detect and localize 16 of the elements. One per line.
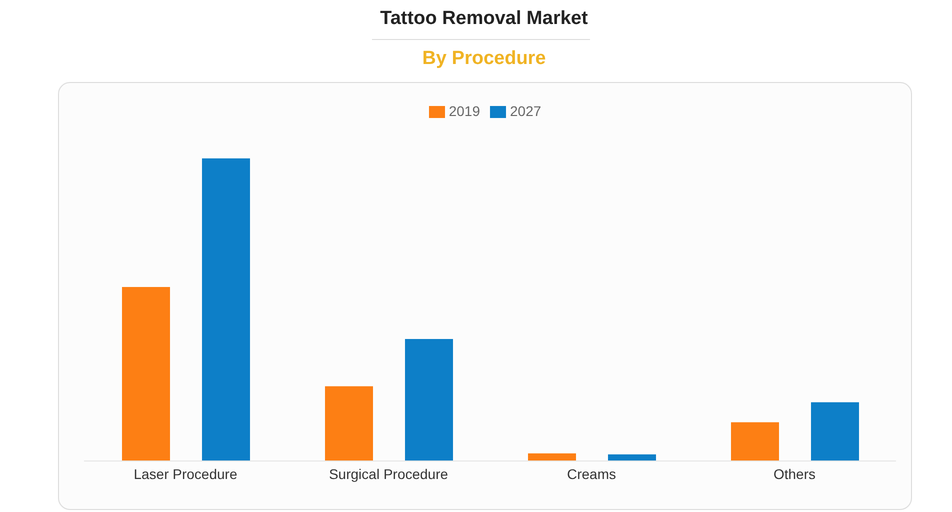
legend-label: 2027 [510,103,542,119]
legend-label: 2019 [448,103,480,119]
bar [528,453,576,461]
bar [608,454,656,461]
x-tick-label: Laser Procedure [134,466,238,482]
x-tick-label: Creams [566,466,616,482]
bar [731,422,779,461]
chart-subtitle: By Procedure [421,48,547,70]
x-tick-label: Others [773,466,816,482]
bar [811,402,859,461]
bar [405,339,453,461]
bar [122,286,170,461]
bar [325,386,373,461]
chart-title: Tattoo Removal Market [379,8,589,30]
bar [202,158,250,461]
x-tick-label: Surgical Procedure [328,466,448,482]
